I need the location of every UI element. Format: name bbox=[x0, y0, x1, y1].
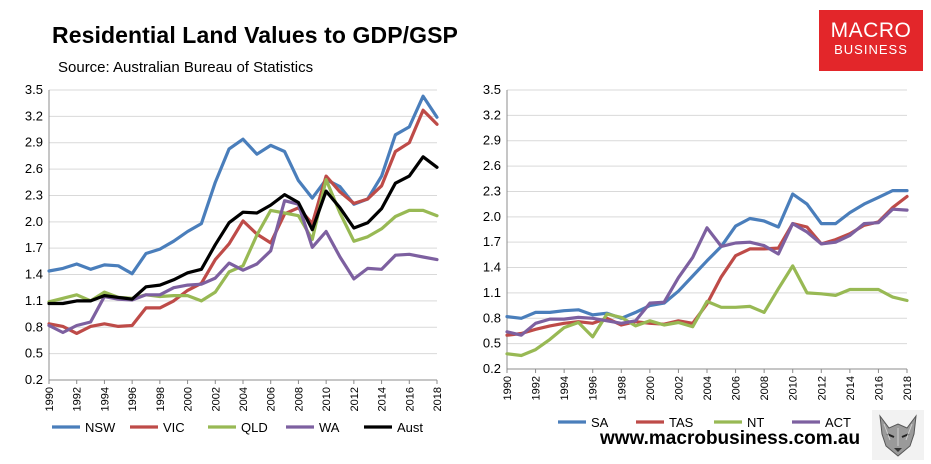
x-tick-label: 1990 bbox=[502, 376, 514, 400]
legend-label-aust: Aust bbox=[397, 420, 423, 435]
y-tick-label: 3.2 bbox=[483, 107, 501, 122]
x-tick-label: 1994 bbox=[99, 387, 111, 411]
y-tick-label: 0.5 bbox=[483, 336, 501, 351]
x-tick-label: 2004 bbox=[238, 387, 250, 411]
x-tick-label: 2012 bbox=[349, 387, 361, 411]
y-tick-label: 2.6 bbox=[483, 158, 501, 173]
y-tick-label: 2.3 bbox=[483, 183, 501, 198]
y-tick-label: 2.0 bbox=[25, 214, 43, 229]
y-tick-label: 2.3 bbox=[25, 187, 43, 202]
legend-label-nt: NT bbox=[747, 415, 764, 430]
x-tick-label: 1992 bbox=[72, 387, 84, 411]
legend-label-wa: WA bbox=[319, 420, 340, 435]
x-tick-label: 1996 bbox=[127, 387, 139, 411]
x-tick-label: 1998 bbox=[155, 387, 167, 411]
x-tick-label: 2008 bbox=[293, 387, 305, 411]
x-tick-label: 1996 bbox=[588, 376, 600, 400]
x-tick-label: 2018 bbox=[902, 376, 914, 400]
x-tick-label: 2018 bbox=[432, 387, 444, 411]
y-tick-label: 0.5 bbox=[25, 346, 43, 361]
y-tick-label: 1.1 bbox=[483, 285, 501, 300]
x-tick-label: 2010 bbox=[321, 387, 333, 411]
website-url[interactable]: www.macrobusiness.com.au bbox=[600, 428, 861, 449]
y-tick-label: 2.0 bbox=[483, 209, 501, 224]
x-tick-label: 2016 bbox=[404, 387, 416, 411]
y-tick-label: 1.7 bbox=[25, 240, 43, 255]
y-tick-label: 1.4 bbox=[483, 260, 501, 275]
y-tick-label: 3.2 bbox=[25, 108, 43, 123]
y-tick-label: 0.2 bbox=[483, 361, 501, 376]
x-tick-label: 2000 bbox=[645, 376, 657, 400]
series-line-aust bbox=[47, 155, 439, 306]
x-tick-label: 2004 bbox=[702, 376, 714, 400]
chart-source: Source: Australian Bureau of Statistics bbox=[58, 59, 314, 76]
series-line-vic bbox=[47, 108, 439, 335]
x-tick-label: 2010 bbox=[788, 376, 800, 400]
x-tick-label: 2014 bbox=[377, 387, 389, 411]
logo-line-macro: MACRO bbox=[830, 19, 912, 42]
legend-label-nsw: NSW bbox=[85, 420, 116, 435]
x-tick-label: 2000 bbox=[183, 387, 195, 411]
macro-business-logo: MACRO BUSINESS bbox=[819, 10, 923, 71]
legend-label-tas: TAS bbox=[669, 415, 694, 430]
y-tick-label: 1.4 bbox=[25, 267, 43, 282]
y-tick-label: 0.8 bbox=[483, 310, 501, 325]
wolf-icon bbox=[872, 410, 924, 460]
y-tick-label: 1.1 bbox=[25, 293, 43, 308]
y-tick-label: 3.5 bbox=[483, 82, 501, 97]
series-line-sa bbox=[505, 189, 909, 320]
y-tick-label: 0.8 bbox=[25, 319, 43, 334]
legend-label-qld: QLD bbox=[241, 420, 268, 435]
y-tick-label: 2.9 bbox=[483, 133, 501, 148]
logo-line-business: BUSINESS bbox=[834, 42, 908, 57]
series-line-act bbox=[505, 207, 909, 337]
x-tick-label: 2006 bbox=[266, 387, 278, 411]
legend-label-vic: VIC bbox=[163, 420, 185, 435]
y-tick-label: 0.2 bbox=[25, 372, 43, 387]
x-tick-label: 2014 bbox=[845, 376, 857, 400]
legend-label-sa: SA bbox=[591, 415, 609, 430]
series-line-nsw bbox=[47, 94, 439, 276]
y-tick-label: 2.9 bbox=[25, 135, 43, 150]
x-tick-label: 2008 bbox=[759, 376, 771, 400]
y-tick-label: 1.7 bbox=[483, 234, 501, 249]
x-tick-label: 1990 bbox=[44, 387, 56, 411]
legend-label-act: ACT bbox=[825, 415, 851, 430]
x-tick-label: 2012 bbox=[816, 376, 828, 400]
x-tick-label: 1998 bbox=[616, 376, 628, 400]
x-tick-label: 2006 bbox=[731, 376, 743, 400]
series-line-nt bbox=[505, 264, 909, 358]
x-tick-label: 1994 bbox=[559, 376, 571, 400]
y-tick-label: 3.5 bbox=[25, 82, 43, 97]
x-tick-label: 2002 bbox=[210, 387, 222, 411]
x-tick-label: 2016 bbox=[873, 376, 885, 400]
x-tick-label: 2002 bbox=[673, 376, 685, 400]
chart-title: Residential Land Values to GDP/GSP bbox=[52, 22, 459, 48]
x-tick-label: 1992 bbox=[531, 376, 543, 400]
y-tick-label: 2.6 bbox=[25, 161, 43, 176]
